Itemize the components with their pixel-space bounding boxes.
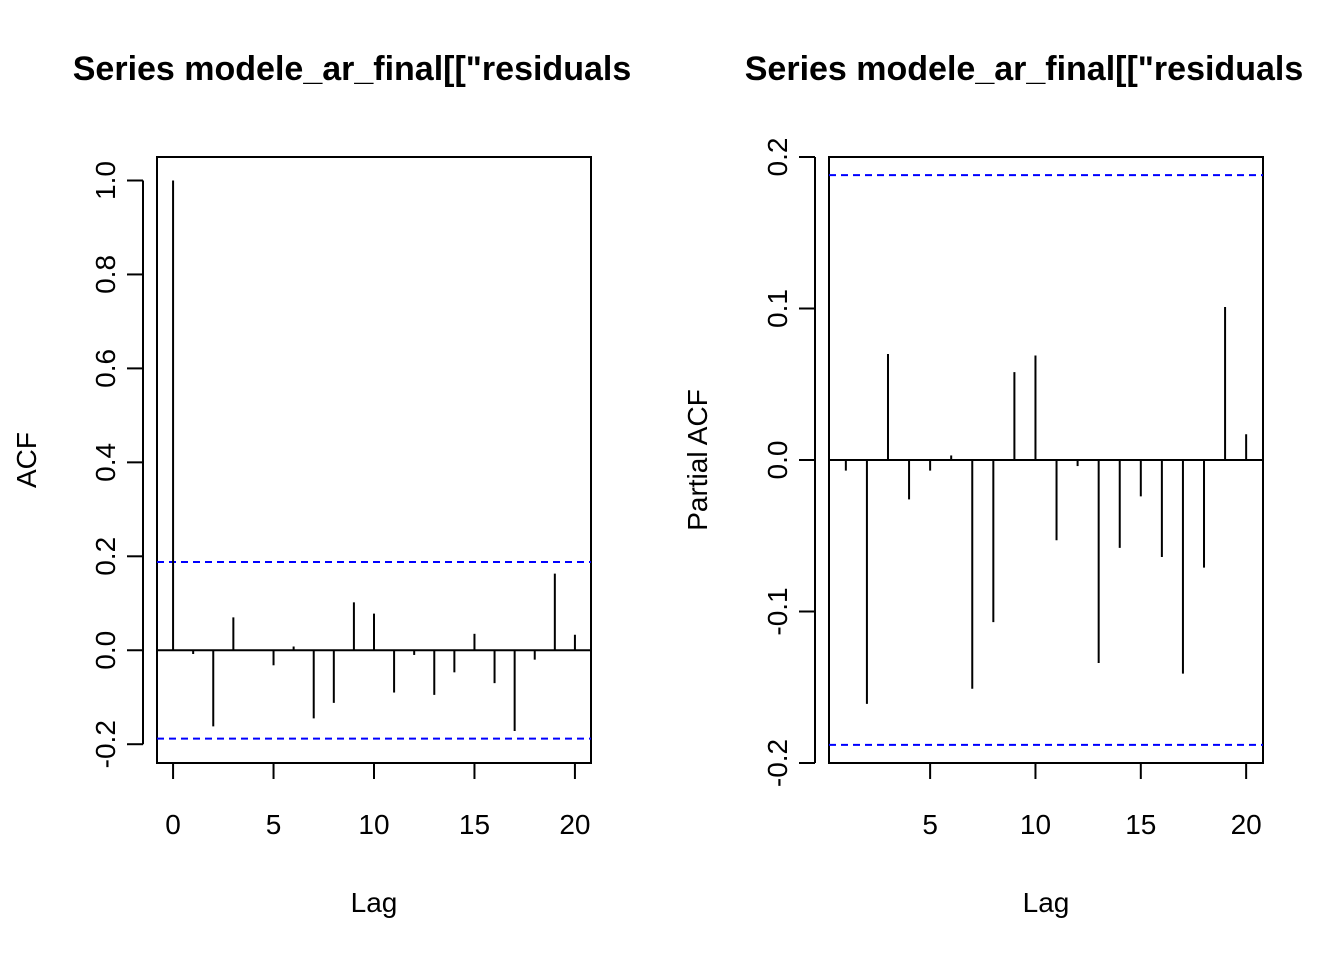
acf-y-tick-label: 0.4 <box>90 443 121 482</box>
pacf-x-tick-label: 10 <box>1020 809 1051 840</box>
pacf-y-tick-label: 0.0 <box>762 441 793 480</box>
pacf-title: Series modele_ar_final[["residuals <box>745 50 1303 88</box>
pacf-bars <box>844 306 1248 704</box>
acf-y-tick-label: 0.2 <box>90 537 121 576</box>
acf-plot-frame <box>156 156 592 764</box>
pacf-y-tick-label: -0.2 <box>762 739 793 787</box>
pacf-y-axis: -0.2 -0.1 0.0 0.1 0.2 <box>762 138 816 787</box>
acf-x-tick-label: 5 <box>266 809 282 840</box>
acf-x-tick-label: 20 <box>559 809 590 840</box>
acf-title: Series modele_ar_final[["residuals <box>73 50 631 88</box>
pacf-y-tick-label: 0.2 <box>762 138 793 177</box>
acf-x-tick-label: 10 <box>358 809 389 840</box>
acf-x-tick-label: 0 <box>165 809 181 840</box>
pacf-y-tick-label: 0.1 <box>762 289 793 328</box>
acf-y-tick-label: 0.8 <box>90 255 121 294</box>
pacf-x-label: Lag <box>1023 887 1070 918</box>
pacf-x-axis: 5 10 15 20 <box>922 762 1262 840</box>
pacf-x-tick-label: 20 <box>1231 809 1262 840</box>
acf-y-tick-label: 0.0 <box>90 631 121 670</box>
acf-y-axis: -0.2 0.0 0.2 0.4 0.6 0.8 1.0 <box>90 161 144 768</box>
acf-panel: Series modele_ar_final[["residuals 0 5 10 1… <box>11 50 631 918</box>
acf-x-label: Lag <box>351 887 398 918</box>
pacf-panel: Series modele_ar_final[["residuals 5 10 15… <box>682 50 1303 918</box>
pacf-confidence-bounds <box>829 174 1263 746</box>
acf-confidence-bounds <box>157 560 591 740</box>
acf-y-tick-label: 0.6 <box>90 349 121 388</box>
pacf-x-tick-label: 5 <box>922 809 938 840</box>
acf-y-tick-label: -0.2 <box>90 720 121 768</box>
acf-y-tick-label: 1.0 <box>90 161 121 200</box>
acf-x-axis: 0 5 10 15 20 <box>165 762 591 840</box>
acf-y-label: ACF <box>11 432 42 488</box>
pacf-x-tick-label: 15 <box>1125 809 1156 840</box>
acf-x-tick-label: 15 <box>459 809 490 840</box>
pacf-y-label: Partial ACF <box>682 389 713 531</box>
pacf-y-tick-label: -0.1 <box>762 587 793 635</box>
acf-bars <box>172 180 576 732</box>
